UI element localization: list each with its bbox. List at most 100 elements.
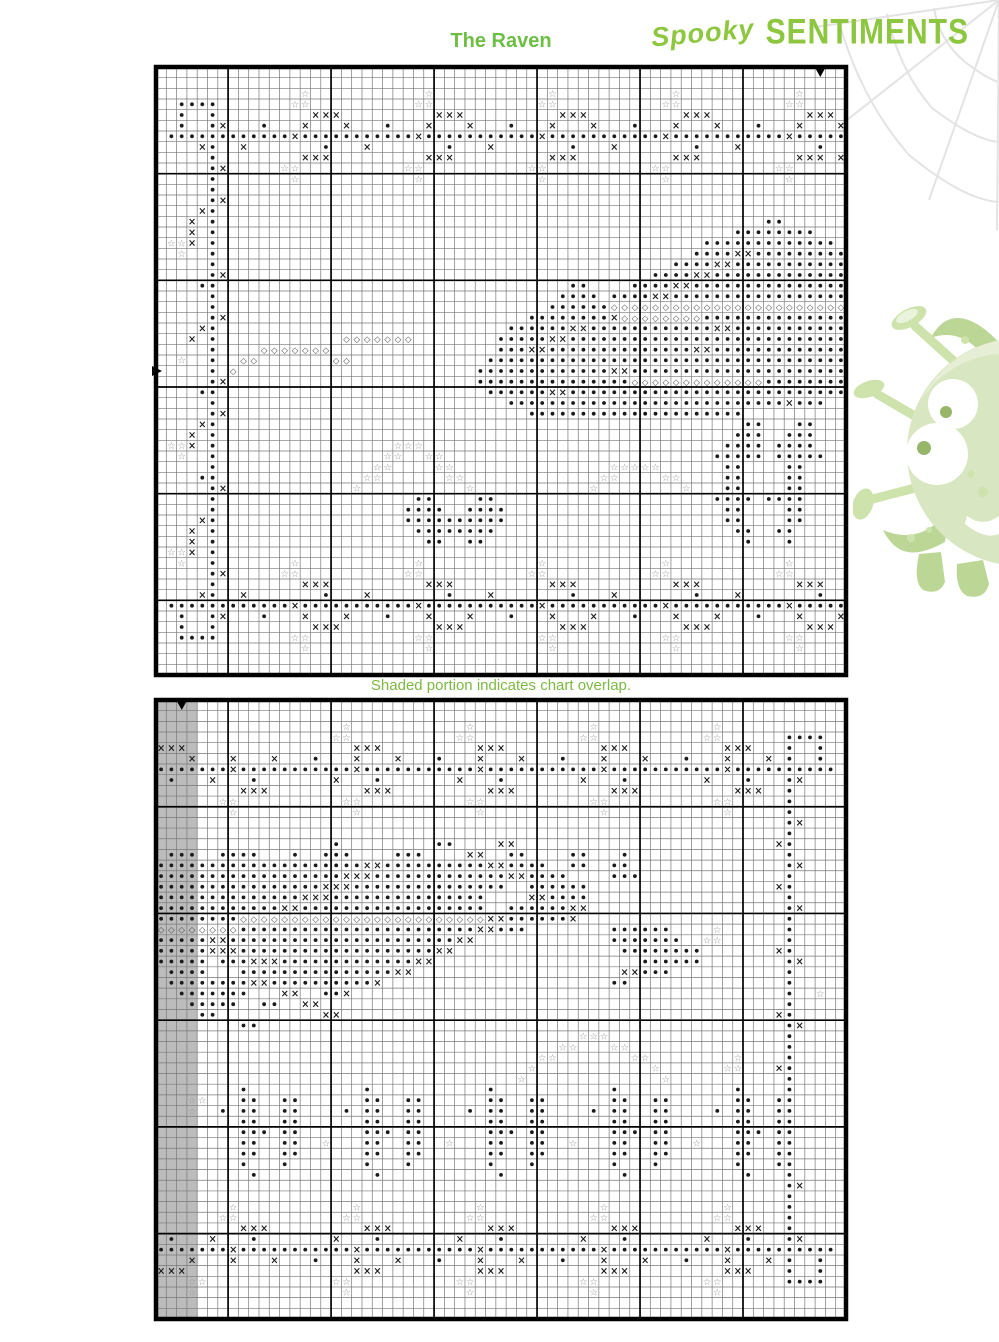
svg-text:☆: ☆: [219, 1213, 228, 1224]
svg-text:☆: ☆: [713, 733, 722, 744]
svg-text:◇: ◇: [261, 915, 268, 925]
svg-text:☆: ☆: [713, 797, 722, 808]
svg-text:◇: ◇: [683, 303, 690, 313]
svg-text:☆: ☆: [425, 644, 434, 655]
svg-text:☆: ☆: [445, 1138, 454, 1149]
svg-text:☆: ☆: [342, 722, 351, 733]
svg-text:◇: ◇: [312, 346, 319, 356]
svg-text:◇: ◇: [632, 303, 639, 313]
svg-text:◇: ◇: [281, 915, 288, 925]
svg-text:◇: ◇: [704, 378, 711, 388]
svg-text:☆: ☆: [662, 558, 671, 569]
svg-text:☆: ☆: [579, 1277, 588, 1288]
svg-text:◇: ◇: [827, 303, 834, 313]
svg-text:◇: ◇: [364, 915, 371, 925]
svg-text:☆: ☆: [291, 174, 300, 185]
svg-text:☆: ☆: [713, 1213, 722, 1224]
svg-text:☆: ☆: [703, 936, 712, 947]
svg-text:◇: ◇: [240, 915, 247, 925]
svg-text:☆: ☆: [466, 797, 475, 808]
svg-text:☆: ☆: [785, 569, 794, 580]
svg-text:☆: ☆: [445, 462, 454, 473]
svg-text:☆: ☆: [548, 89, 557, 100]
svg-text:☆: ☆: [219, 797, 228, 808]
svg-text:☆: ☆: [188, 1277, 197, 1288]
svg-text:☆: ☆: [651, 569, 660, 580]
svg-text:☆: ☆: [363, 473, 372, 484]
svg-text:☆: ☆: [538, 164, 547, 175]
svg-text:☆: ☆: [641, 462, 650, 473]
svg-text:☆: ☆: [342, 733, 351, 744]
svg-text:◇: ◇: [384, 915, 391, 925]
svg-text:☆: ☆: [229, 1202, 238, 1213]
svg-text:◇: ◇: [735, 378, 742, 388]
svg-text:☆: ☆: [476, 1202, 485, 1213]
svg-text:☆: ☆: [414, 633, 423, 644]
svg-text:☆: ☆: [662, 174, 671, 185]
svg-text:☆: ☆: [332, 1277, 341, 1288]
svg-text:◇: ◇: [673, 314, 680, 324]
svg-text:☆: ☆: [353, 1202, 362, 1213]
svg-text:◇: ◇: [302, 346, 309, 356]
svg-text:☆: ☆: [445, 473, 454, 484]
svg-text:☆: ☆: [188, 1288, 197, 1299]
svg-text:◇: ◇: [714, 378, 721, 388]
svg-text:◇: ◇: [611, 303, 618, 313]
svg-text:◇: ◇: [281, 346, 288, 356]
svg-text:☆: ☆: [651, 1064, 660, 1075]
svg-text:☆: ☆: [425, 633, 434, 644]
svg-text:☆: ☆: [785, 558, 794, 569]
svg-text:☆: ☆: [579, 1032, 588, 1043]
svg-text:☆: ☆: [373, 462, 382, 473]
svg-text:◇: ◇: [354, 335, 361, 345]
svg-text:◇: ◇: [642, 303, 649, 313]
brand-logo: Spooky SENTIMENTS: [650, 13, 969, 53]
svg-text:☆: ☆: [342, 1213, 351, 1224]
svg-text:☆: ☆: [177, 548, 186, 559]
svg-text:◇: ◇: [189, 926, 196, 936]
svg-text:◇: ◇: [735, 303, 742, 313]
svg-text:☆: ☆: [672, 473, 681, 484]
svg-text:◇: ◇: [199, 926, 206, 936]
svg-text:☆: ☆: [414, 558, 423, 569]
svg-text:☆: ☆: [425, 100, 434, 111]
svg-text:☆: ☆: [775, 569, 784, 580]
svg-text:◇: ◇: [302, 915, 309, 925]
svg-text:◇: ◇: [477, 915, 484, 925]
svg-text:☆: ☆: [538, 1053, 547, 1064]
svg-text:☆: ☆: [795, 89, 804, 100]
svg-text:◇: ◇: [632, 378, 639, 388]
svg-text:☆: ☆: [589, 1213, 598, 1224]
svg-text:☆: ☆: [713, 1277, 722, 1288]
svg-text:☆: ☆: [713, 925, 722, 936]
svg-text:☆: ☆: [528, 164, 537, 175]
svg-text:☆: ☆: [589, 1288, 598, 1299]
svg-text:☆: ☆: [723, 808, 732, 819]
svg-text:☆: ☆: [589, 722, 598, 733]
svg-text:☆: ☆: [301, 89, 310, 100]
svg-text:☆: ☆: [703, 733, 712, 744]
svg-text:☆: ☆: [723, 1064, 732, 1075]
svg-text:☆: ☆: [528, 1064, 537, 1075]
svg-text:☆: ☆: [383, 452, 392, 463]
svg-text:☆: ☆: [466, 484, 475, 495]
svg-text:☆: ☆: [600, 808, 609, 819]
svg-text:◇: ◇: [838, 303, 845, 313]
svg-text:☆: ☆: [342, 797, 351, 808]
svg-text:◇: ◇: [704, 303, 711, 313]
svg-text:◇: ◇: [374, 335, 381, 345]
svg-text:◇: ◇: [251, 357, 258, 367]
pattern-title: The Raven: [450, 30, 552, 52]
svg-text:☆: ☆: [579, 733, 588, 744]
svg-text:◇: ◇: [271, 346, 278, 356]
svg-text:◇: ◇: [621, 303, 628, 313]
cross-stitch-chart-top: ☆ ☆ ☆ ☆ ☆☆ ☆ ☆ ☆ ☆ ☆ ☆ ☆ ☆ ☆☆ ☆ ☆ ☆ ☆ ☆ ☆ ☆ ☆ ☆☆ ☆ ☆ ☆ ☆☆ ☆☆◇ ◇ ◇ ◇ ◇ ◇ ◇…: [152, 64, 849, 678]
svg-text:◇: ◇: [693, 378, 700, 388]
svg-text:☆: ☆: [322, 1138, 331, 1149]
svg-text:◇: ◇: [776, 303, 783, 313]
svg-text:◇: ◇: [673, 378, 680, 388]
svg-text:☆: ☆: [651, 462, 660, 473]
svg-text:☆: ☆: [734, 1064, 743, 1075]
svg-text:☆: ☆: [785, 164, 794, 175]
